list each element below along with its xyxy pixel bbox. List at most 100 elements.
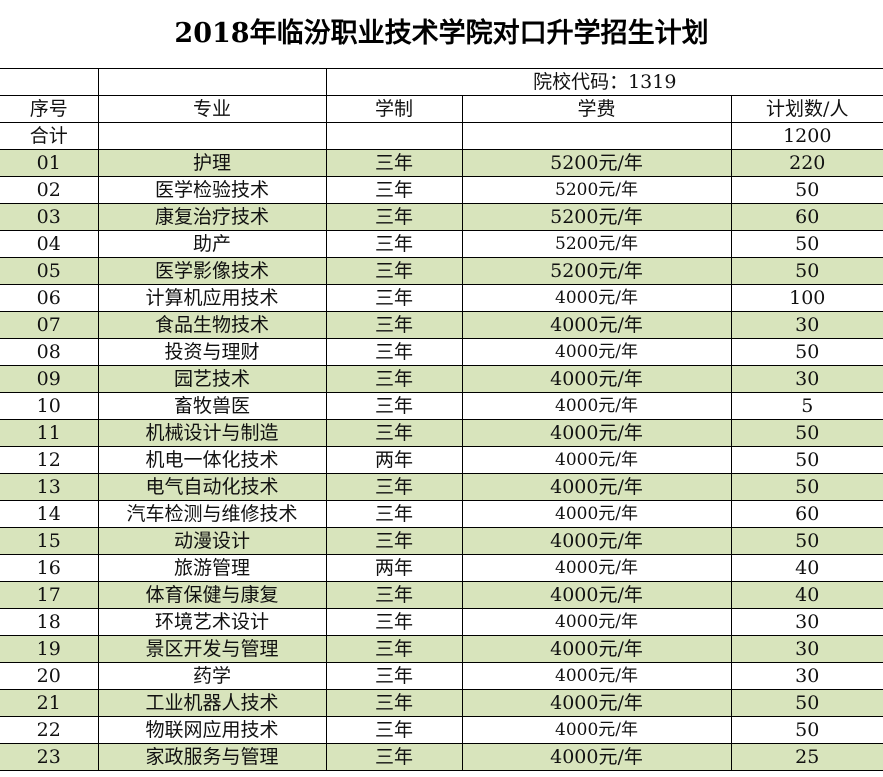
cell-quota[interactable]: 50: [730, 446, 883, 474]
cell-duration[interactable]: 三年: [325, 365, 463, 393]
cell-major[interactable]: 医学检验技术: [97, 176, 327, 204]
cell-index[interactable]: 10: [0, 392, 99, 420]
header-major[interactable]: 专业: [97, 95, 327, 123]
cell-duration[interactable]: 三年: [325, 581, 463, 609]
cell-duration[interactable]: 三年: [325, 662, 463, 690]
cell-quota[interactable]: 60: [730, 203, 883, 231]
cell-tuition[interactable]: 4000元/年: [461, 554, 732, 582]
cell-duration[interactable]: 三年: [325, 419, 463, 447]
cell-major[interactable]: 医学影像技术: [97, 257, 327, 285]
cell-duration[interactable]: 三年: [325, 392, 463, 420]
cell-duration[interactable]: 三年: [325, 635, 463, 663]
cell-major[interactable]: 药学: [97, 662, 327, 690]
cell-major[interactable]: 动漫设计: [97, 527, 327, 555]
cell-major[interactable]: 食品生物技术: [97, 311, 327, 339]
cell-quota[interactable]: 220: [730, 149, 883, 177]
cell-index[interactable]: 15: [0, 527, 99, 555]
cell-major[interactable]: 工业机器人技术: [97, 689, 327, 717]
empty-cell[interactable]: [97, 68, 327, 96]
header-index[interactable]: 序号: [0, 95, 99, 123]
cell-duration[interactable]: 三年: [325, 338, 463, 366]
school-code[interactable]: 院校代码：1319: [325, 68, 883, 96]
cell-tuition[interactable]: 4000元/年: [461, 311, 732, 339]
cell-quota[interactable]: 30: [730, 662, 883, 690]
cell-tuition[interactable]: 4000元/年: [461, 446, 732, 474]
header-duration[interactable]: 学制: [325, 95, 463, 123]
total-value[interactable]: 1200: [730, 122, 883, 150]
cell-index[interactable]: 22: [0, 716, 99, 744]
cell-index[interactable]: 11: [0, 419, 99, 447]
cell-duration[interactable]: 三年: [325, 743, 463, 771]
total-label[interactable]: 合计: [0, 122, 99, 150]
empty-cell[interactable]: [325, 122, 463, 150]
cell-tuition[interactable]: 5200元/年: [461, 257, 732, 285]
cell-tuition[interactable]: 4000元/年: [461, 662, 732, 690]
cell-index[interactable]: 23: [0, 743, 99, 771]
cell-major[interactable]: 助产: [97, 230, 327, 258]
cell-duration[interactable]: 三年: [325, 716, 463, 744]
cell-major[interactable]: 护理: [97, 149, 327, 177]
cell-duration[interactable]: 三年: [325, 203, 463, 231]
cell-major[interactable]: 电气自动化技术: [97, 473, 327, 501]
cell-tuition[interactable]: 4000元/年: [461, 500, 732, 528]
cell-tuition[interactable]: 4000元/年: [461, 743, 732, 771]
cell-index[interactable]: 05: [0, 257, 99, 285]
cell-tuition[interactable]: 4000元/年: [461, 635, 732, 663]
header-tuition[interactable]: 学费: [461, 95, 732, 123]
cell-index[interactable]: 17: [0, 581, 99, 609]
cell-duration[interactable]: 三年: [325, 500, 463, 528]
cell-tuition[interactable]: 5200元/年: [461, 176, 732, 204]
cell-quota[interactable]: 60: [730, 500, 883, 528]
cell-tuition[interactable]: 4000元/年: [461, 419, 732, 447]
cell-major[interactable]: 计算机应用技术: [97, 284, 327, 312]
empty-cell[interactable]: [461, 122, 732, 150]
cell-tuition[interactable]: 4000元/年: [461, 689, 732, 717]
cell-major[interactable]: 家政服务与管理: [97, 743, 327, 771]
cell-index[interactable]: 07: [0, 311, 99, 339]
cell-major[interactable]: 畜牧兽医: [97, 392, 327, 420]
cell-duration[interactable]: 三年: [325, 284, 463, 312]
cell-quota[interactable]: 30: [730, 365, 883, 393]
header-quota[interactable]: 计划数/人: [730, 95, 883, 123]
cell-major[interactable]: 旅游管理: [97, 554, 327, 582]
cell-index[interactable]: 19: [0, 635, 99, 663]
cell-tuition[interactable]: 5200元/年: [461, 149, 732, 177]
cell-quota[interactable]: 40: [730, 554, 883, 582]
cell-tuition[interactable]: 4000元/年: [461, 392, 732, 420]
cell-duration[interactable]: 三年: [325, 311, 463, 339]
cell-quota[interactable]: 50: [730, 419, 883, 447]
cell-index[interactable]: 09: [0, 365, 99, 393]
cell-index[interactable]: 03: [0, 203, 99, 231]
cell-index[interactable]: 02: [0, 176, 99, 204]
cell-tuition[interactable]: 4000元/年: [461, 608, 732, 636]
cell-tuition[interactable]: 5200元/年: [461, 230, 732, 258]
cell-duration[interactable]: 三年: [325, 473, 463, 501]
cell-major[interactable]: 机电一体化技术: [97, 446, 327, 474]
cell-major[interactable]: 投资与理财: [97, 338, 327, 366]
cell-quota[interactable]: 50: [730, 689, 883, 717]
empty-cell[interactable]: [97, 122, 327, 150]
cell-quota[interactable]: 50: [730, 473, 883, 501]
cell-quota[interactable]: 50: [730, 176, 883, 204]
cell-quota[interactable]: 100: [730, 284, 883, 312]
cell-major[interactable]: 汽车检测与维修技术: [97, 500, 327, 528]
cell-major[interactable]: 物联网应用技术: [97, 716, 327, 744]
cell-index[interactable]: 12: [0, 446, 99, 474]
cell-duration[interactable]: 三年: [325, 257, 463, 285]
cell-tuition[interactable]: 4000元/年: [461, 365, 732, 393]
cell-index[interactable]: 18: [0, 608, 99, 636]
cell-quota[interactable]: 25: [730, 743, 883, 771]
cell-tuition[interactable]: 4000元/年: [461, 527, 732, 555]
cell-quota[interactable]: 30: [730, 311, 883, 339]
cell-duration[interactable]: 三年: [325, 176, 463, 204]
cell-major[interactable]: 体育保健与康复: [97, 581, 327, 609]
cell-index[interactable]: 04: [0, 230, 99, 258]
cell-duration[interactable]: 三年: [325, 230, 463, 258]
cell-duration[interactable]: 三年: [325, 608, 463, 636]
cell-quota[interactable]: 30: [730, 635, 883, 663]
cell-quota[interactable]: 50: [730, 527, 883, 555]
cell-quota[interactable]: 50: [730, 716, 883, 744]
cell-tuition[interactable]: 4000元/年: [461, 338, 732, 366]
cell-index[interactable]: 13: [0, 473, 99, 501]
cell-tuition[interactable]: 4000元/年: [461, 284, 732, 312]
